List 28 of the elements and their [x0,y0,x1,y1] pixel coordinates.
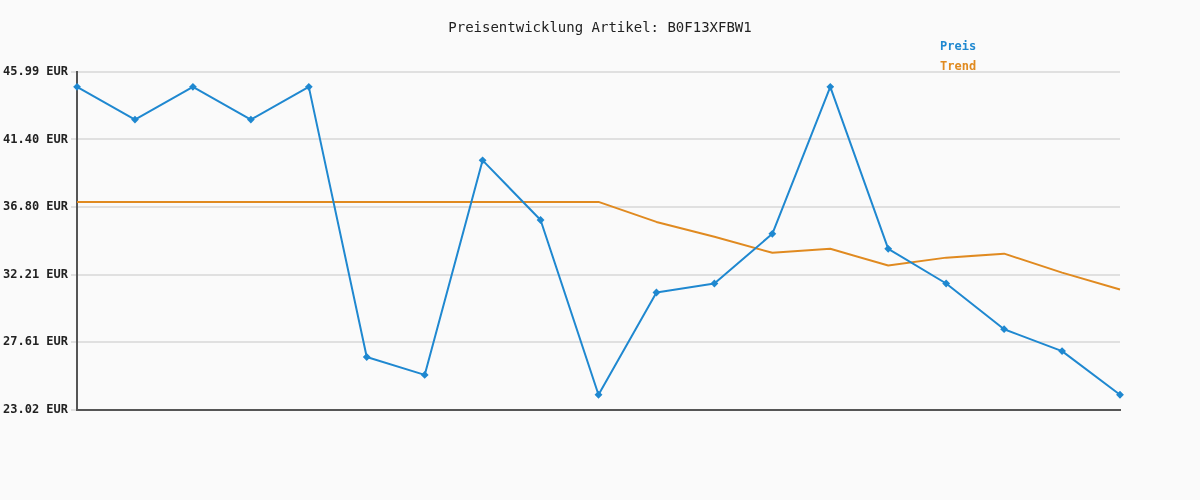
y-tick-label: 36.80 EUR [2,199,69,214]
y-tick-label: 45.99 EUR [2,64,69,79]
point [826,83,834,91]
point [884,245,892,253]
point [942,280,950,287]
point [479,156,487,164]
point [710,280,718,287]
text: Trend [940,59,977,74]
point [189,83,197,91]
point [595,391,603,399]
text: Preis [940,39,977,54]
y-tick-label: 32.21 EUR [2,266,69,281]
point [537,216,545,224]
y-tick-label: 41.40 EUR [2,131,69,146]
point [768,230,776,238]
point [363,353,371,361]
point [1000,325,1008,333]
chart-title: Preisentwicklung Artikel: B0F13XFBW1 [448,18,752,35]
y-tick-label: 23.02 EUR [2,401,69,416]
point [1058,347,1066,355]
y-tick-label: 27.61 EUR [2,334,69,349]
point [131,116,139,124]
point [305,83,313,91]
point [652,288,660,296]
point [73,83,81,91]
point [1116,391,1124,399]
point [421,371,429,379]
point [247,116,255,124]
